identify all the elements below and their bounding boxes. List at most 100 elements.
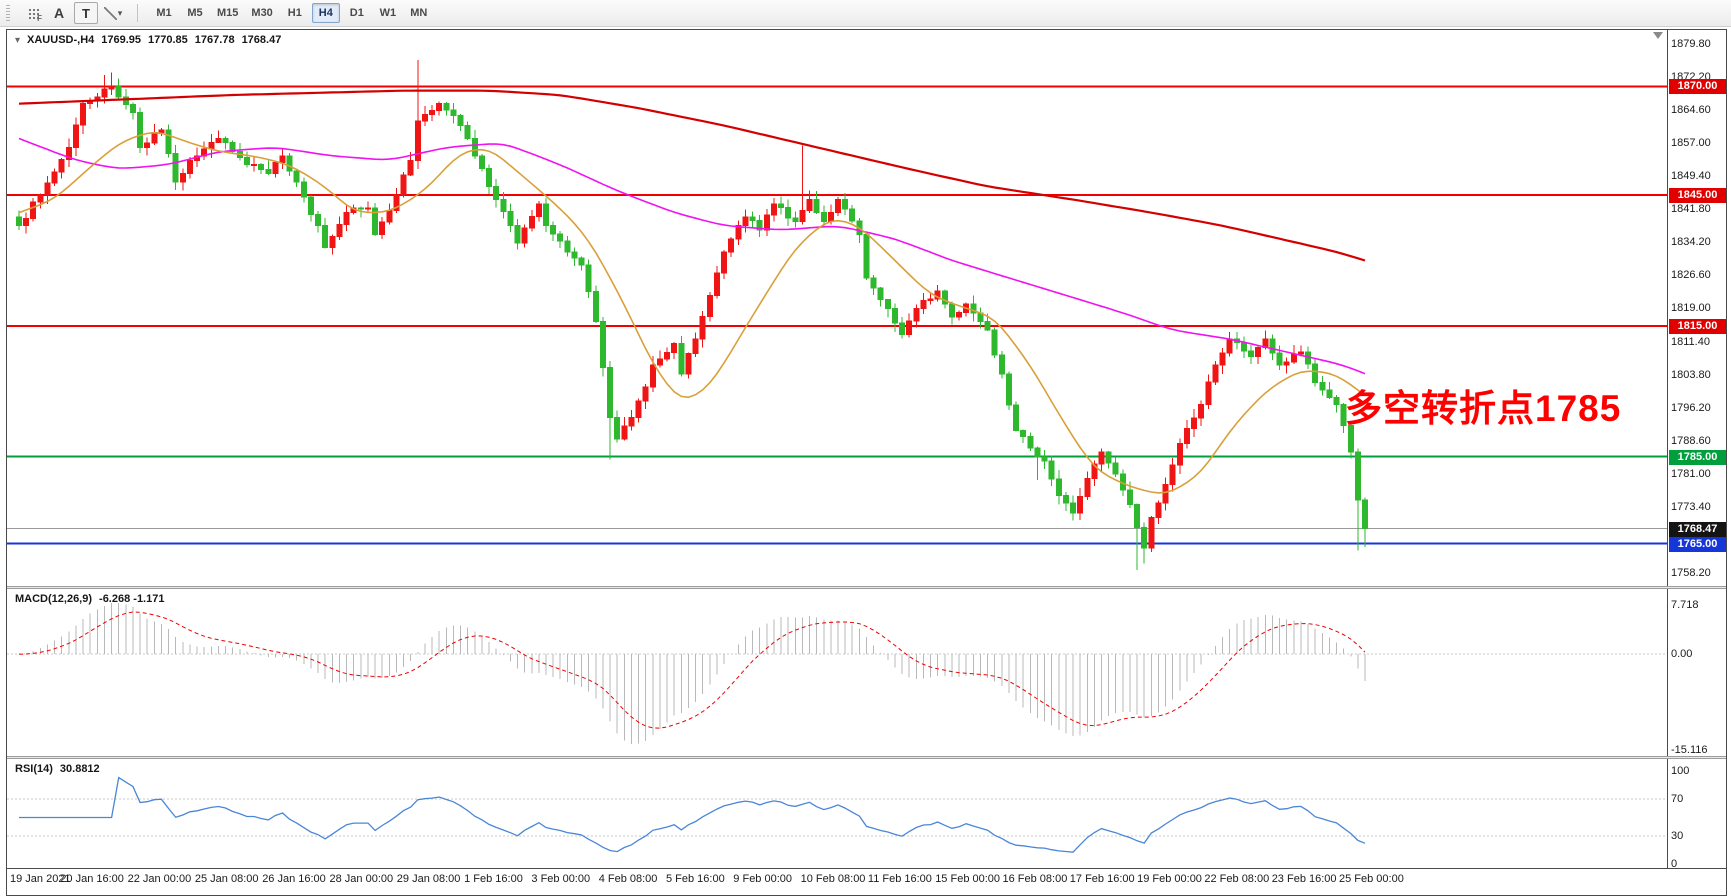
candle-body xyxy=(799,209,806,222)
timeframe-button-m30[interactable]: M30 xyxy=(246,3,277,23)
macd-signal-line xyxy=(18,611,1366,729)
candle-body xyxy=(564,240,571,253)
candle-body xyxy=(1248,350,1255,357)
candle-body xyxy=(642,386,649,402)
candle-body xyxy=(450,109,457,116)
candle-body xyxy=(806,199,813,211)
candle-body xyxy=(30,201,37,219)
timeframe-button-h4[interactable]: H4 xyxy=(311,3,340,23)
candle-body xyxy=(23,217,30,227)
toolbar: F A T ▾ M1 M5 M15 M30 H1 H4 D1 W1 MN xyxy=(0,0,1731,27)
candle-body xyxy=(137,111,144,148)
candle-body xyxy=(1283,361,1290,366)
price-axis-label: 1758.20 xyxy=(1671,567,1711,580)
rsi-title: RSI(14) 30.8812 xyxy=(15,763,100,775)
timeline-label: 29 Jan 08:00 xyxy=(396,873,461,885)
macd-axis-label: -15.116 xyxy=(1671,744,1708,756)
candle-body xyxy=(621,425,628,440)
candle-body xyxy=(507,211,514,227)
text-t-icon: T xyxy=(82,5,90,21)
candle-body xyxy=(1084,477,1091,498)
candle-body xyxy=(429,110,436,115)
timeframe-button-h1[interactable]: H1 xyxy=(281,3,309,23)
candle-body xyxy=(585,264,592,293)
price-axis-label: 1834.20 xyxy=(1671,236,1711,249)
candle-body xyxy=(1312,363,1319,383)
candle-body xyxy=(215,138,222,143)
current-price-tag: 1768.47 xyxy=(1669,521,1726,537)
candle-body xyxy=(372,207,379,235)
timeframe-toolbar: M1 M5 M15 M30 H1 H4 D1 W1 MN xyxy=(150,3,433,23)
timeframe-button-d1[interactable]: D1 xyxy=(343,3,371,23)
macd-axis-label: 7.718 xyxy=(1671,599,1699,612)
timeframe-button-w1[interactable]: W1 xyxy=(374,3,402,23)
candle-body xyxy=(920,299,927,309)
candle-body xyxy=(792,217,799,222)
chevron-down-icon: ▾ xyxy=(117,7,123,18)
pane-separator[interactable] xyxy=(7,756,1726,759)
text-tool-button[interactable]: T xyxy=(74,2,98,24)
timeframe-button-m1[interactable]: M1 xyxy=(150,3,178,23)
candle-body xyxy=(158,129,165,134)
candle-body xyxy=(37,194,44,203)
timeframe-button-m15[interactable]: M15 xyxy=(212,3,243,23)
candle-body xyxy=(721,251,728,274)
candle-body xyxy=(827,211,834,222)
slow-red-ma-line xyxy=(18,89,1366,262)
timeline-label: 10 Feb 08:00 xyxy=(800,873,866,885)
candle-body xyxy=(329,236,336,248)
candle-body xyxy=(728,238,735,253)
timeframe-button-mn[interactable]: MN xyxy=(405,3,433,23)
draw-tools-dropdown-button[interactable]: ▾ xyxy=(101,2,125,24)
candle-body xyxy=(1141,527,1148,549)
timeframe-button-m5[interactable]: M5 xyxy=(181,3,209,23)
candle-body xyxy=(1226,338,1233,354)
text-label-tool-button[interactable]: A xyxy=(47,2,71,24)
fast-orange-ma-line xyxy=(18,131,1366,494)
candle-body xyxy=(1091,463,1098,479)
candle-body xyxy=(500,198,507,213)
candle-body xyxy=(1269,338,1276,354)
candle-body xyxy=(521,227,528,244)
price-tag-1815.00: 1815.00 xyxy=(1669,318,1726,334)
chart-canvas[interactable] xyxy=(7,30,1726,895)
candle-body xyxy=(1041,456,1048,462)
candle-body xyxy=(486,167,493,187)
symbol-dropdown-icon[interactable]: ▾ xyxy=(15,34,21,46)
candle-body xyxy=(1070,502,1077,514)
candle-body xyxy=(58,158,65,173)
chart-grid-tool-button[interactable]: F xyxy=(20,2,44,24)
timeline-label: 20 Jan 16:00 xyxy=(60,873,124,885)
price-axis-label: 1796.20 xyxy=(1671,401,1711,414)
price-axis-label: 1879.80 xyxy=(1671,37,1711,50)
candle-body xyxy=(607,367,614,418)
timeline-label: 16 Feb 08:00 xyxy=(1002,873,1068,885)
price-axis-label: 1811.40 xyxy=(1671,335,1710,348)
candle-body xyxy=(1255,346,1262,357)
label-a-icon: A xyxy=(53,5,65,21)
candle-body xyxy=(414,120,421,161)
pane-separator[interactable] xyxy=(7,586,1726,589)
price-axis-label: 1841.80 xyxy=(1671,203,1711,216)
candle-body xyxy=(998,354,1005,375)
candle-body xyxy=(201,148,208,157)
candle-body xyxy=(108,85,115,90)
macd-title: MACD(12,26,9) -6.268 -1.171 xyxy=(15,593,164,605)
candle-body xyxy=(1027,436,1034,449)
candle-body xyxy=(1013,404,1020,431)
timeline[interactable] xyxy=(7,869,1726,895)
toolbar-grip-handle[interactable] xyxy=(6,5,10,21)
candle-body xyxy=(300,181,307,198)
candle-body xyxy=(927,298,934,301)
candle-body xyxy=(1326,389,1333,398)
candle-body xyxy=(115,85,122,98)
candle-body xyxy=(307,196,314,215)
candle-body xyxy=(1297,351,1304,355)
chart-window: ▾ XAUUSD-,H4 1769.95 1770.85 1767.78 176… xyxy=(6,29,1727,896)
candle-body xyxy=(1169,464,1176,485)
candle-body xyxy=(1340,403,1347,426)
candle-body xyxy=(834,199,841,213)
price-axis-label: 1803.80 xyxy=(1671,368,1711,381)
mid-magenta-ma-line xyxy=(18,137,1366,375)
candle-body xyxy=(956,312,963,318)
